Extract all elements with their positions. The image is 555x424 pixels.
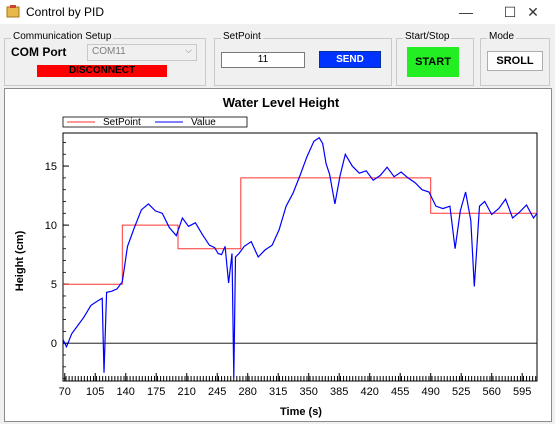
y-tick-label: 10 xyxy=(45,220,57,232)
x-tick-label: 455 xyxy=(391,386,409,398)
communication-setup-group: Communication Setup COM Port COM11 ⌵ DIS… xyxy=(4,38,206,86)
start-stop-group: Start/Stop START xyxy=(396,38,474,86)
sroll-button[interactable]: SROLL xyxy=(487,51,543,71)
y-axis-label: Height (cm) xyxy=(14,230,26,291)
legend-value-label: Value xyxy=(191,117,216,128)
x-tick-label: 525 xyxy=(452,386,470,398)
x-tick-label: 140 xyxy=(117,386,135,398)
start-stop-legend: Start/Stop xyxy=(403,31,451,42)
minimize-button[interactable]: — xyxy=(444,0,488,24)
mode-group: Mode SROLL xyxy=(480,38,550,86)
send-button[interactable]: SEND xyxy=(319,51,381,68)
disconnect-button[interactable]: DISCONNECT xyxy=(37,65,167,77)
water-level-chart: Water Level Height SetPoint Value Time (… xyxy=(5,89,551,421)
x-axis-label: Time (s) xyxy=(280,406,322,418)
chart-legend: SetPoint Value xyxy=(63,117,247,128)
com-port-label: COM Port xyxy=(11,45,66,59)
legend-setpoint-label: SetPoint xyxy=(103,117,141,128)
com-port-select[interactable]: COM11 ⌵ xyxy=(87,44,197,61)
y-tick-label: 15 xyxy=(45,161,57,173)
x-tick-label: 210 xyxy=(178,386,196,398)
window-title: Control by PID xyxy=(26,5,104,19)
close-button[interactable]: ✕ xyxy=(511,0,555,24)
chart-panel: Water Level Height SetPoint Value Time (… xyxy=(4,88,552,422)
x-tick-label: 420 xyxy=(361,386,379,398)
x-tick-label: 560 xyxy=(483,386,501,398)
title-bar: Control by PID — ☐ ✕ xyxy=(0,0,555,24)
x-tick-label: 315 xyxy=(269,386,287,398)
x-tick-label: 245 xyxy=(208,386,226,398)
y-tick-label: 0 xyxy=(51,338,57,350)
app-icon xyxy=(6,4,20,18)
x-tick-label: 350 xyxy=(300,386,318,398)
x-tick-label: 105 xyxy=(86,386,104,398)
plot-area xyxy=(63,133,537,381)
x-tick-label: 175 xyxy=(147,386,165,398)
x-tick-label: 385 xyxy=(330,386,348,398)
x-tick-label: 280 xyxy=(239,386,257,398)
x-tick-label: 595 xyxy=(513,386,531,398)
x-tick-label: 490 xyxy=(422,386,440,398)
y-tick-label: 5 xyxy=(51,279,57,291)
mode-legend: Mode xyxy=(487,31,516,42)
communication-setup-legend: Communication Setup xyxy=(11,31,113,42)
x-tick-label: 70 xyxy=(59,386,71,398)
com-port-value: COM11 xyxy=(92,46,126,57)
setpoint-input[interactable]: 11 xyxy=(221,52,305,68)
chevron-down-icon: ⌵ xyxy=(185,45,192,56)
chart-title: Water Level Height xyxy=(223,95,340,110)
setpoint-group: SetPoint 11 SEND xyxy=(214,38,392,86)
start-button[interactable]: START xyxy=(407,47,459,77)
setpoint-legend: SetPoint xyxy=(221,31,263,42)
